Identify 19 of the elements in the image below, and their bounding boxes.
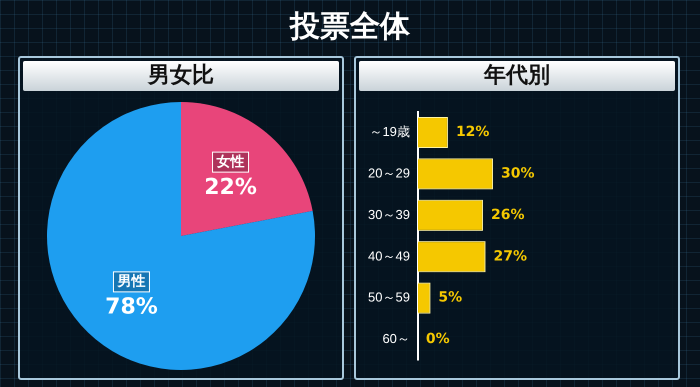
y-tick-label: ～19歳 xyxy=(369,124,410,140)
data-label: 0% xyxy=(426,331,450,348)
data-label: 22% xyxy=(204,174,257,200)
data-label: 27% xyxy=(493,248,527,264)
y-tick-label: 60～ xyxy=(382,331,410,346)
y-tick-label: 20～29 xyxy=(368,165,410,180)
text: 投票全体 xyxy=(288,8,411,46)
data-label: 78% xyxy=(105,294,158,320)
slice-label: 女性 xyxy=(216,154,245,170)
data-label: 26% xyxy=(490,206,524,223)
y-tick-label: 30～39 xyxy=(368,206,410,222)
chart-title: 男女比 xyxy=(23,61,339,91)
data-label: 12% xyxy=(456,124,490,140)
data-label: 30% xyxy=(500,166,534,182)
chart-title: 年代別 xyxy=(359,61,675,91)
data-label: 5% xyxy=(438,290,462,306)
slice-label: 男性 xyxy=(116,274,146,290)
y-tick-label: 50～59 xyxy=(368,290,410,305)
y-tick-label: 40～49 xyxy=(368,248,410,264)
